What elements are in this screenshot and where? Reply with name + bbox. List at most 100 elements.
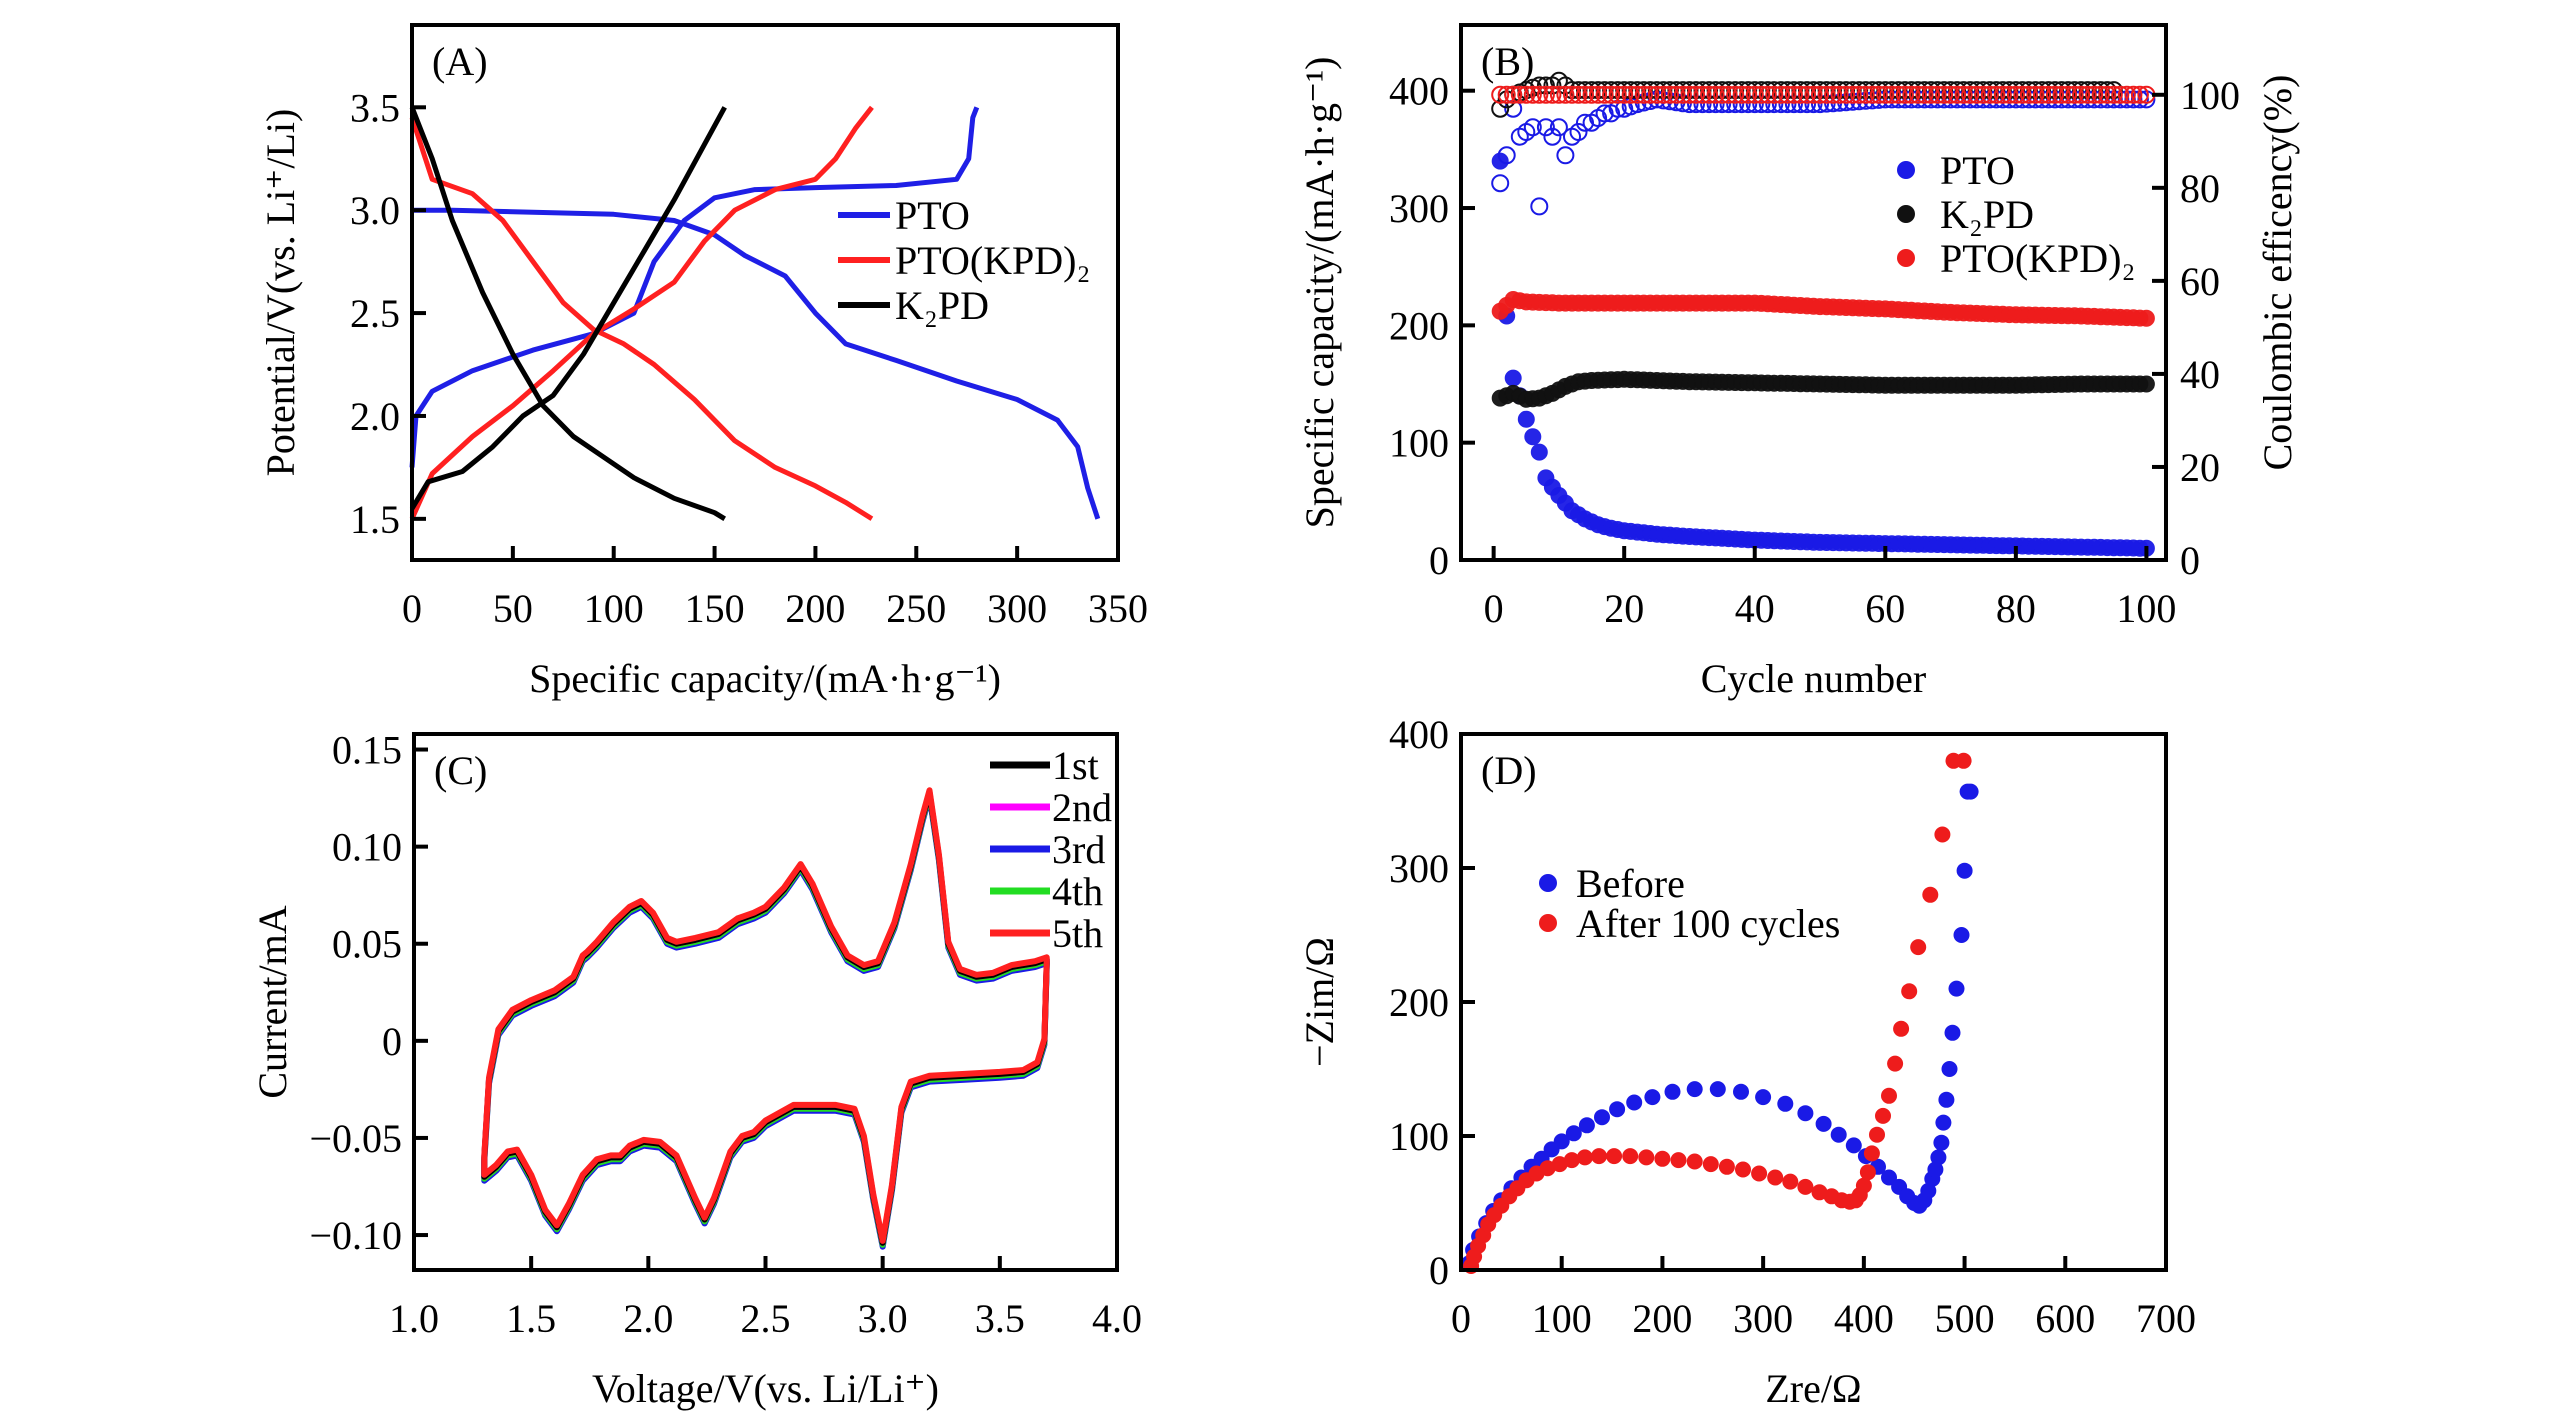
panel-d-xtick-label: 300 — [1733, 1296, 1793, 1341]
panel-d-point-after-100-cycles — [1718, 1158, 1735, 1175]
panel-d-point-after-100-cycles — [1563, 1152, 1580, 1169]
panel-d-ytick-label: 300 — [1389, 846, 1449, 891]
panel-b-efficiency-point-pto-kpd-2-ce — [1863, 85, 1882, 104]
panel-a-series-pto-charge — [409, 106, 980, 468]
panel-a-ylabel: Potential/V(vs. Li⁺/Li) — [258, 109, 303, 477]
panel-d-point-after-100-cycles — [1654, 1150, 1671, 1167]
panel-b-efficiency-point-pto-kpd-2-ce — [2117, 85, 2136, 104]
panel-b-efficiency-point-pto-kpd-2-ce — [2098, 85, 2117, 104]
panel-d-legend-marker — [1539, 874, 1557, 892]
panel-b-efficiency-point-pto-kpd-2-ce — [1778, 85, 1797, 104]
panel-b-efficiency-point-pto-kpd-2-ce — [1563, 85, 1581, 104]
panel-b-efficiency-point-pto-kpd-2-ce — [1543, 85, 1562, 104]
panel-b-efficiency-point-pto-ce — [1523, 118, 1542, 137]
panel-b-efficiency-point-pto-kpd-2-ce — [1804, 85, 1823, 104]
panel-d-point-after-100-cycles — [1855, 1177, 1872, 1194]
panel-d-point-before — [1962, 783, 1979, 800]
panel-d-point-after-100-cycles — [1881, 1087, 1897, 1104]
panel-b-efficiency-point-pto-kpd-2-ce — [1504, 85, 1523, 104]
panel-c-chart: 1.0 1.5 2.0 2.5 3.0 3.5 4.0 −0.10 −0.05 0 0.05 0.10… — [250, 728, 1142, 1411]
panel-b-efficiency-point-pto-ce — [1549, 118, 1568, 137]
panel-b-efficiency-point-pto-kpd-2-ce — [2006, 85, 2025, 104]
panel-b-efficiency-point-pto-kpd-2-ce — [1497, 85, 1516, 104]
panel-c-xtick-label: 4.0 — [1092, 1296, 1142, 1341]
panel-b-efficiency-point-pto-kpd-2-ce — [1739, 85, 1758, 104]
panel-b-ylabel-right: Coulombic efficency(%) — [2255, 75, 2300, 471]
panel-b-efficiency-point-pto-kpd-2-ce — [1869, 85, 1888, 104]
panel-b-efficiency-point-pto-kpd-2-ce — [1595, 85, 1614, 104]
panel-a-chart: 0 50 100 150 200 250 300 350 1.5 2.0 2.5 3.0 3.5 (A)… — [258, 23, 1148, 701]
panel-b-efficiency-point-pto-kpd-2-ce — [1556, 85, 1575, 104]
panel-c-frame — [412, 732, 1119, 1272]
panel-b-efficiency-point-pto-kpd-2-ce — [1621, 85, 1640, 104]
panel-b-ytick-right-label: 40 — [2180, 352, 2220, 397]
panel-d-point-before — [1733, 1083, 1749, 1100]
panel-b-efficiency-point-pto-kpd-2-ce — [1693, 85, 1712, 104]
panel-d-point-after-100-cycles — [1551, 1156, 1568, 1173]
panel-d-point-before — [1938, 1091, 1955, 1108]
panel-d-xtick-label: 0 — [1451, 1296, 1471, 1341]
panel-b-efficiency-point-pto-ce — [1497, 146, 1516, 165]
panel-c-xtick-label: 3.0 — [858, 1296, 908, 1341]
panel-b-efficiency-point-pto-kpd-2-ce — [1491, 85, 1510, 104]
panel-a-xlabel: Specific capacity/(mA·h·g⁻¹) — [529, 656, 1001, 701]
panel-b-efficiency-point-pto-kpd-2-ce — [1713, 85, 1732, 104]
panel-b-efficiency-point-pto-kpd-2-ce — [2111, 85, 2130, 104]
panel-b-efficiency-point-pto-kpd-2-ce — [2065, 85, 2084, 104]
panel-a-xtick-label: 200 — [785, 586, 845, 631]
panel-b-efficiency-point-pto-kpd-2-ce — [2078, 85, 2097, 104]
panel-b-ytick-label: 200 — [1389, 303, 1449, 348]
panel-a-xtick-label: 250 — [886, 586, 946, 631]
panel-d-point-after-100-cycles — [1622, 1148, 1639, 1165]
panel-b-capacity-point-pto — [1524, 428, 1542, 446]
panel-b-efficiency-point-pto-kpd-2-ce — [2104, 85, 2123, 104]
panel-d-point-after-100-cycles — [1797, 1178, 1814, 1195]
panel-b-legend-label: K₂PD — [1940, 192, 2034, 237]
panel-b-xtick-label: 0 — [1484, 586, 1504, 631]
panel-b-efficiency-point-pto-kpd-2-ce — [1589, 85, 1608, 104]
panel-b-efficiency-point-pto-kpd-2-ce — [2019, 85, 2038, 104]
panel-b-efficiency-point-pto-kpd-2-ce — [1798, 85, 1816, 104]
panel-b-efficiency-point-pto-kpd-2-ce — [1628, 85, 1647, 104]
panel-b-efficiency-point-pto-kpd-2-ce — [1569, 85, 1588, 104]
panel-a-legend-label: K₂PD — [895, 283, 989, 328]
panel-b-efficiency-point-pto-kpd-2-ce — [2130, 85, 2149, 104]
panel-b-efficiency-point-pto-kpd-2-ce — [1615, 85, 1634, 104]
panel-b-efficiency-point-pto-kpd-2-ce — [1817, 85, 1836, 104]
panel-b-efficiency-point-pto-kpd-2-ce — [1654, 85, 1673, 104]
panel-b-efficiency-point-pto-kpd-2-ce — [1837, 85, 1856, 104]
panel-b-efficiency-point-pto-kpd-2-ce — [1935, 85, 1954, 104]
panel-d-point-after-100-cycles — [1606, 1148, 1623, 1165]
panel-a-xtick-label: 100 — [584, 586, 644, 631]
panel-c-ytick-label: −0.10 — [309, 1213, 402, 1258]
panel-b-efficiency-point-pto-kpd-2-ce — [1549, 85, 1568, 104]
panel-b-efficiency-point-pto-kpd-2-ce — [1974, 85, 1993, 104]
panel-d-xtick-label: 600 — [2035, 1296, 2095, 1341]
panel-c-xlabel: Voltage/V(vs. Li/Li⁺) — [592, 1366, 939, 1411]
panel-a-series-k2pd — [409, 106, 726, 521]
panel-b-efficiency-point-pto-kpd-2-ce — [1856, 85, 1875, 104]
panel-b-efficiency-point-pto-kpd-2-ce — [1673, 85, 1692, 104]
panel-b-efficiency-point-pto-kpd-2-ce — [1752, 85, 1771, 104]
panel-b-xtick-label: 100 — [2116, 586, 2176, 631]
panel-b-efficiency-point-pto-kpd-2-ce — [1791, 85, 1810, 104]
panel-d-point-before — [1815, 1115, 1832, 1132]
panel-d-point-after-100-cycles — [1934, 826, 1951, 843]
panel-d-legend-marker — [1539, 914, 1557, 932]
panel-d-point-before — [1930, 1149, 1947, 1166]
panel-c-ylabel: Current/mA — [250, 905, 295, 1098]
panel-b-efficiency-point-pto-kpd-2-ce — [1922, 85, 1940, 104]
panel-d-point-before — [1944, 1024, 1961, 1041]
panel-d-point-before — [1609, 1101, 1626, 1118]
panel-b-efficiency-point-pto-ce — [1536, 118, 1555, 137]
panel-b-ytick-right-label: 20 — [2180, 445, 2220, 490]
panel-c-xtick-label: 1.0 — [389, 1296, 439, 1341]
panel-d-point-before — [1845, 1137, 1862, 1154]
panel-c-xtick-label: 2.0 — [623, 1296, 673, 1341]
panel-b-efficiency-point-pto-kpd-2-ce — [2085, 85, 2104, 104]
panel-d-point-after-100-cycles — [1576, 1149, 1593, 1166]
